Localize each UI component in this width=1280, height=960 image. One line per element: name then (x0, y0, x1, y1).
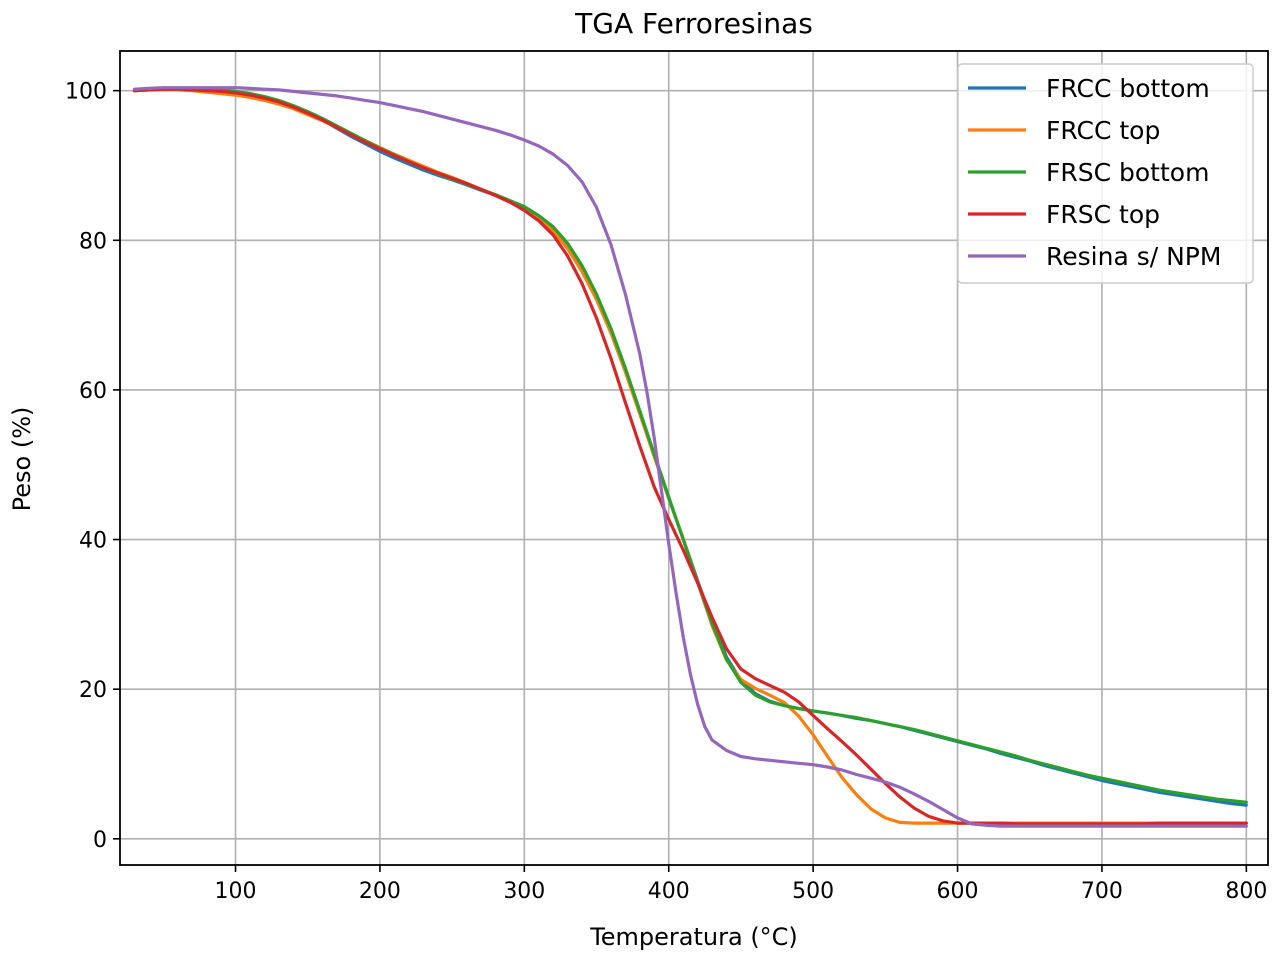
legend-label: Resina s/ NPM (1046, 242, 1221, 271)
legend-label: FRCC top (1046, 116, 1160, 145)
x-tick-label: 200 (359, 879, 401, 904)
x-tick-label: 500 (792, 879, 834, 904)
x-tick-label: 100 (215, 879, 257, 904)
y-tick-label: 100 (65, 80, 107, 105)
legend: FRCC bottom FRCC top FRSC bottom FRSC top Re… (957, 63, 1254, 284)
y-axis-ticks: 0 20 40 60 80 100 (65, 80, 120, 853)
x-axis-ticks: 100 200 300 400 500 600 700 800 (215, 865, 1267, 904)
legend-label: FRSC bottom (1046, 158, 1209, 187)
y-tick-label: 40 (79, 529, 107, 554)
x-tick-label: 300 (503, 879, 545, 904)
y-tick-label: 80 (79, 229, 107, 254)
series-line-3 (132, 87, 1248, 826)
y-tick-label: 60 (79, 379, 107, 404)
chart-title: TGA Ferroresinas (574, 7, 813, 40)
x-tick-label: 800 (1225, 879, 1267, 904)
x-tick-label: 400 (648, 879, 690, 904)
y-tick-label: 20 (79, 678, 107, 703)
plot-frame (119, 50, 1269, 866)
legend-label: FRSC top (1046, 200, 1160, 229)
series-lines (132, 86, 1248, 828)
x-tick-label: 600 (937, 879, 979, 904)
legend-box (957, 63, 1254, 284)
x-tick-label: 700 (1081, 879, 1123, 904)
x-axis-label: Temperatura (°C) (589, 923, 798, 951)
y-tick-label: 0 (93, 828, 107, 853)
legend-label: FRCC bottom (1046, 74, 1210, 103)
y-axis-label: Peso (%) (8, 407, 36, 512)
series-line-4 (132, 86, 1248, 828)
